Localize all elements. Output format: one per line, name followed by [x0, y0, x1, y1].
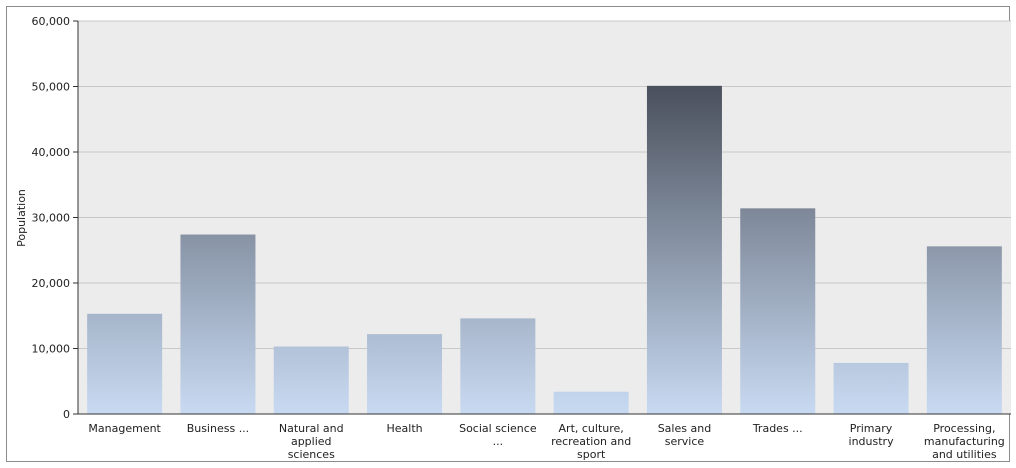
bar-2 — [273, 346, 349, 414]
x-category-label: Business ... — [187, 422, 250, 435]
x-category-labels: Management Business ... Natural and applied… — [88, 422, 1004, 461]
y-tick-labels: 0 10,000 20,000 30,000 40,000 50,000 60,000 — [32, 15, 71, 421]
x-category-label-line: sciences — [288, 448, 335, 461]
y-tick-label: 40,000 — [32, 146, 71, 159]
x-category-label-line: Management — [88, 422, 161, 435]
y-tick-label: 0 — [63, 408, 70, 421]
x-category-label-line: Social science — [459, 422, 537, 435]
x-category-label-line: industry — [849, 435, 895, 448]
bar-7 — [740, 208, 816, 414]
bar-1 — [180, 234, 256, 414]
x-category-label-line: Natural and — [279, 422, 344, 435]
bar-4 — [460, 318, 536, 414]
x-category-label: Management — [88, 422, 161, 435]
x-category-label: Processing, manufacturing and utilities — [924, 422, 1005, 461]
x-category-label-line: Processing, — [933, 422, 995, 435]
x-category-label: Natural and applied sciences — [279, 422, 344, 461]
x-category-label-line: Sales and — [658, 422, 711, 435]
x-category-label: Health — [386, 422, 422, 435]
x-category-label-line: and utilities — [932, 448, 997, 461]
x-category-label: Trades ... — [752, 422, 803, 435]
x-category-label-line: Art, culture, — [559, 422, 624, 435]
y-tick-label: 60,000 — [32, 15, 71, 28]
y-tick-label: 20,000 — [32, 277, 71, 290]
y-axis-title: Population — [15, 189, 28, 247]
bar-3 — [367, 334, 443, 414]
x-category-label: Primary industry — [849, 422, 895, 448]
x-category-label: Social science... — [459, 422, 537, 448]
bar-6 — [646, 85, 722, 414]
x-category-label-line: Health — [386, 422, 422, 435]
bar-5 — [553, 391, 629, 414]
x-category-label: Art, culture, recreation and sport — [551, 422, 631, 461]
x-category-label-line: manufacturing — [924, 435, 1005, 448]
y-tick-label: 10,000 — [32, 343, 71, 356]
x-category-label-line: Trades ... — [752, 422, 803, 435]
x-category-label-line: Business ... — [187, 422, 250, 435]
y-tick-label: 50,000 — [32, 81, 71, 94]
x-category-label-line: Primary — [850, 422, 893, 435]
x-category-label: Sales and service — [658, 422, 711, 448]
x-category-label-line: sport — [577, 448, 606, 461]
y-tick-label: 30,000 — [32, 212, 71, 225]
bar-0 — [87, 313, 163, 414]
bar-8 — [833, 362, 909, 414]
axes — [73, 20, 1011, 415]
bars — [87, 85, 1002, 414]
x-category-label-line: ... — [493, 435, 504, 448]
x-category-label-line: recreation and — [551, 435, 631, 448]
x-category-label-line: service — [665, 435, 705, 448]
x-category-label-line: applied — [291, 435, 332, 448]
bar-9 — [926, 246, 1002, 414]
